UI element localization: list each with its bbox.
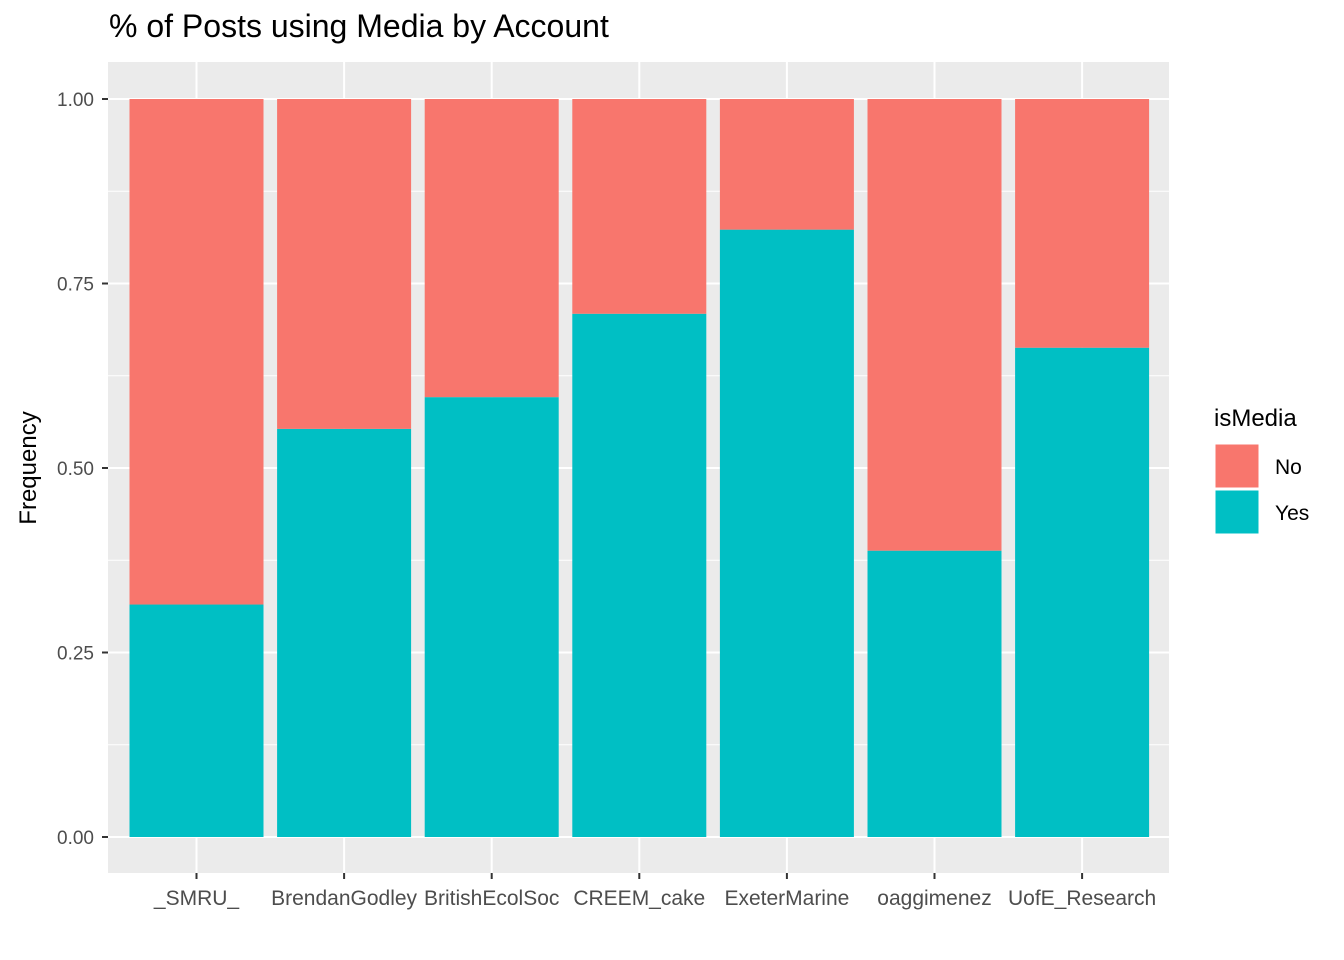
y-tick-label: 0.00 (57, 828, 94, 849)
bar-no-ExeterMarine (719, 99, 854, 230)
bars (129, 99, 1150, 838)
bar-yes-ExeterMarine (719, 229, 854, 838)
bar-no-CREEM_cake (572, 99, 707, 314)
y-axis: 0.00 0.25 0.50 0.75 1.00 (57, 90, 108, 849)
chart-title: % of Posts using Media by Account (109, 8, 609, 44)
bar-no-_SMRU_ (129, 99, 264, 605)
y-tick-label: 0.75 (57, 275, 94, 296)
x-tick-label: _SMRU_ (153, 887, 240, 910)
bar-yes-CREEM_cake (572, 313, 707, 837)
bar-yes-_SMRU_ (129, 604, 264, 837)
y-axis-title: Frequency (15, 411, 42, 524)
legend-title: isMedia (1214, 405, 1297, 432)
bar-yes-oaggimenez (867, 550, 1002, 837)
x-tick-label: ExeterMarine (724, 887, 849, 910)
legend-label-yes: Yes (1275, 502, 1309, 525)
y-tick-label: 1.00 (57, 90, 94, 111)
bar-no-oaggimenez (867, 99, 1002, 551)
y-tick-label: 0.25 (57, 644, 94, 665)
x-tick-label: BritishEcolSoc (424, 887, 559, 910)
x-axis: _SMRU_ BrendanGodley BritishEcolSoc CREEM_c… (153, 873, 1156, 910)
legend-key-no (1214, 443, 1260, 489)
bar-no-BrendanGodley (277, 99, 412, 429)
legend-key-yes (1214, 489, 1260, 535)
x-tick-label: UofE_Research (1008, 887, 1156, 910)
bar-yes-BrendanGodley (277, 428, 412, 837)
y-tick-label: 0.50 (57, 459, 94, 480)
x-tick-label: BrendanGodley (271, 887, 417, 910)
legend-label-no: No (1275, 456, 1302, 479)
bar-no-UofE_Research (1015, 99, 1150, 348)
x-tick-label: oaggimenez (877, 887, 991, 910)
bar-no-BritishEcolSoc (424, 99, 559, 398)
x-tick-label: CREEM_cake (573, 887, 705, 910)
bar-yes-BritishEcolSoc (424, 397, 559, 837)
bar-yes-UofE_Research (1015, 347, 1150, 837)
legend: isMedia No Yes (1214, 405, 1309, 535)
